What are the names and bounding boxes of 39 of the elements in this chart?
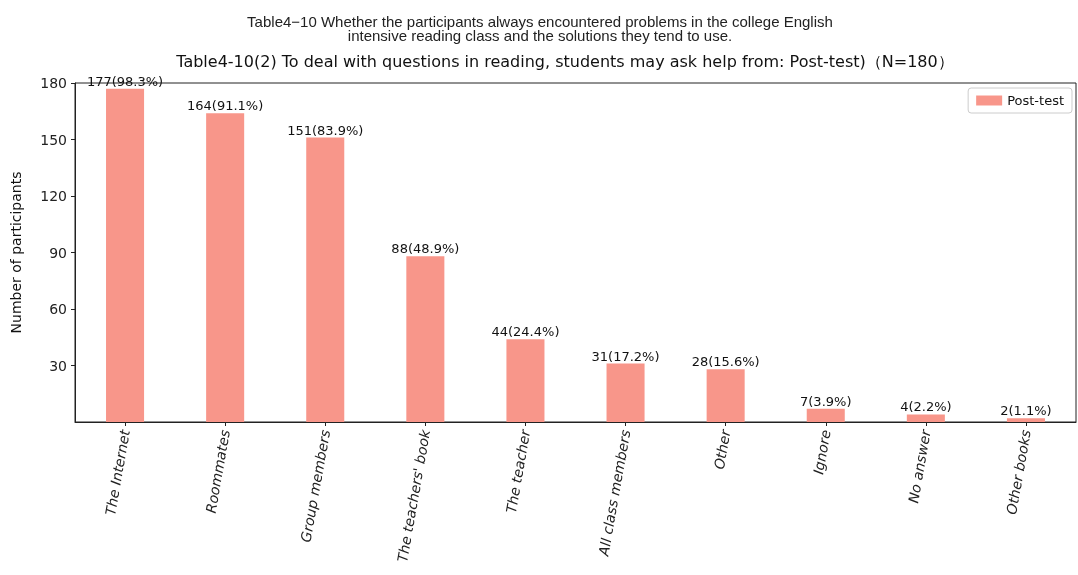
- y-tick-label: 60: [49, 301, 67, 317]
- legend-label: Post-test: [1007, 93, 1064, 108]
- x-tick-label: Other: [710, 427, 734, 471]
- bar: [106, 88, 145, 422]
- bar: [806, 408, 845, 422]
- y-tick-label: 90: [49, 244, 67, 261]
- bar: [406, 256, 445, 422]
- x-tick-label: Ignore: [810, 428, 834, 476]
- x-tick-label: Other books: [1003, 428, 1034, 516]
- bar: [1006, 418, 1045, 422]
- y-tick-label: 120: [40, 188, 67, 204]
- data-label: 28(15.6%): [691, 354, 760, 370]
- bar: [206, 113, 245, 422]
- data-label: 44(24.4%): [491, 324, 560, 340]
- data-label: 2(1.1%): [1000, 403, 1052, 419]
- x-tick-label: The teacher: [502, 427, 534, 515]
- bar: [506, 339, 545, 422]
- data-label: 7(3.9%): [800, 393, 852, 409]
- x-tick-label: Group members: [297, 428, 334, 544]
- chart-subtitle: Table4-10(2) To deal with questions in reading, students may ask help from: Post-test)（N=180）: [175, 51, 954, 71]
- x-tick-label: The Internet: [102, 428, 134, 517]
- bar: [606, 363, 645, 422]
- x-tick-label: All class members: [595, 428, 634, 558]
- data-label: 177(98.3%): [86, 73, 164, 89]
- y-axis-title: Number of participants: [8, 171, 24, 334]
- y-tick-label: 30: [49, 357, 67, 374]
- x-tick-label: The teachers' book: [394, 427, 434, 564]
- data-label: 151(83.9%): [287, 122, 364, 138]
- y-tick-label: 150: [40, 131, 67, 148]
- data-label: 88(48.9%): [391, 241, 460, 257]
- data-label: 31(17.2%): [591, 348, 660, 364]
- bar: [706, 369, 745, 422]
- chart-title: Table4−10 Whether the participants always encountered problems in the college English intensive reading class and the solutions they tend to use.: [247, 12, 833, 44]
- y-tick-label: 180: [40, 75, 67, 91]
- bar: [306, 137, 345, 422]
- bar: [906, 414, 945, 422]
- data-label: 164(91.1%): [187, 98, 264, 114]
- data-label: 4(2.2%): [900, 399, 952, 415]
- x-tick-label: No answer: [905, 427, 934, 505]
